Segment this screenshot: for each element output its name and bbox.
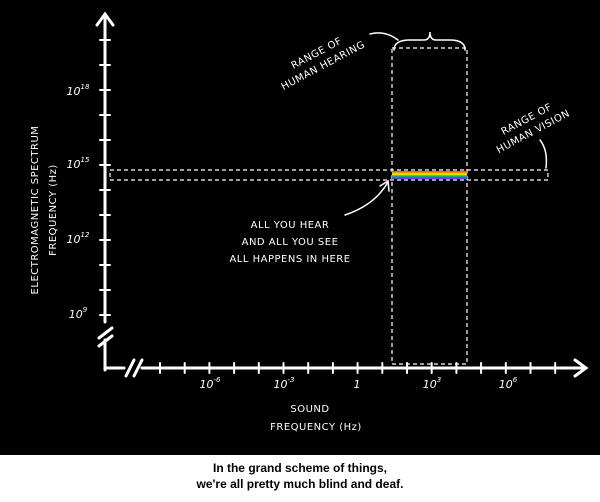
x-axis-title: SOUND: [290, 404, 329, 415]
tick-base: 10: [423, 378, 437, 391]
tick-exp: 6: [513, 376, 518, 384]
y-tick-label: 109: [69, 306, 88, 321]
spectrum-overlap: [392, 171, 467, 179]
x-tick-label: 10-3: [274, 376, 295, 391]
tick-base: 1: [354, 378, 361, 391]
annotation: AND ALL YOU SEE: [242, 237, 339, 248]
y-axis-title: FREQUENCY (Hz): [48, 164, 59, 256]
tick-base: 10: [69, 308, 83, 321]
hearing-range: [391, 47, 468, 365]
caption: we're all pretty much blind and deaf.: [196, 477, 404, 491]
tick-exp: 15: [81, 156, 90, 164]
y-tick-label: 1015: [67, 156, 90, 171]
tick-exp: 3: [437, 376, 441, 384]
vision-range: [109, 169, 549, 181]
x-break: [124, 358, 144, 378]
x-axis: [103, 358, 589, 378]
y-axis: [95, 11, 115, 372]
tick-exp: 18: [81, 83, 90, 91]
tick-base: 10: [67, 85, 81, 98]
tick-exp: 9: [83, 306, 88, 314]
tick-base: 10: [67, 233, 81, 246]
x-tick-label: 10-6: [200, 376, 222, 391]
hearing-brace: [393, 31, 466, 51]
y-tick-label: 1018: [67, 83, 90, 98]
tick-base: 10: [200, 378, 214, 391]
tick-base: 10: [67, 158, 81, 171]
x-axis-title: FREQUENCY (Hz): [270, 422, 362, 433]
tick-exp: -3: [288, 376, 295, 384]
y-break: [97, 326, 114, 348]
annotation: ALL YOU HEAR: [251, 220, 330, 231]
x-tick-label: 103: [423, 376, 441, 391]
y-tick-label: 1012: [67, 231, 90, 246]
x-tick-label: 1: [354, 378, 361, 391]
x-tick-label: 106: [499, 376, 518, 391]
tick-exp: -6: [214, 376, 222, 384]
tick-exp: 12: [81, 231, 90, 239]
axes: [95, 11, 589, 378]
tick-base: 10: [499, 378, 513, 391]
y-axis-title: ELECTROMAGNETIC SPECTRUM: [30, 126, 41, 295]
here-arrow: [344, 179, 390, 216]
vision-pointer: [539, 139, 548, 169]
panel: [0, 0, 600, 455]
annotation: ALL HAPPENS IN HERE: [229, 254, 350, 265]
caption: In the grand scheme of things,: [213, 461, 387, 475]
hearing-pointer: [369, 32, 399, 41]
tick-base: 10: [274, 378, 288, 391]
